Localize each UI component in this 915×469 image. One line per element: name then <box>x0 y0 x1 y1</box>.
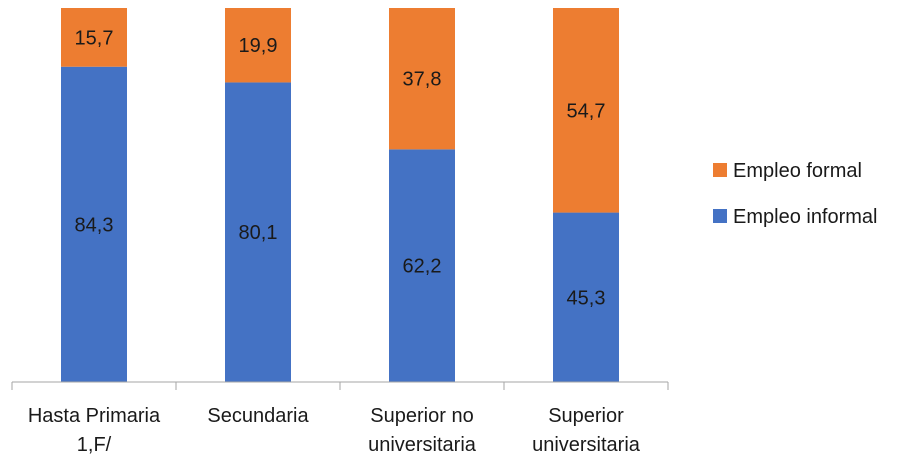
bar-empleo-informal-2 <box>225 82 291 383</box>
data-label-empleo-formal-2: 19,9 <box>239 35 278 57</box>
x-tick-label-2: Secundaria <box>207 405 309 427</box>
bar-empleo-informal-4 <box>553 212 619 382</box>
data-label-empleo-formal-4: 54,7 <box>567 100 606 122</box>
data-label-empleo-informal-3: 62,2 <box>403 256 442 278</box>
x-tick-label-3-line-1: Superior no <box>370 405 473 427</box>
data-label-empleo-formal-3: 37,8 <box>403 69 442 91</box>
data-labels-layer: 84,3 15,7 80,1 19,9 62,2 37,8 45,3 54,7 <box>75 27 606 309</box>
legend-swatch-empleo-informal <box>713 209 727 223</box>
bar-empleo-formal-4 <box>553 8 619 213</box>
bar-empleo-formal-3 <box>389 8 455 150</box>
legend: Empleo formal Empleo informal <box>713 160 878 228</box>
data-label-empleo-informal-4: 45,3 <box>567 287 606 309</box>
data-label-empleo-informal-2: 80,1 <box>239 222 278 244</box>
bar-empleo-formal-1 <box>61 8 127 67</box>
data-label-empleo-informal-1: 84,3 <box>75 214 114 236</box>
x-tick-label-1-line-1: Hasta Primaria <box>28 405 161 427</box>
bar-empleo-formal-2 <box>225 8 291 83</box>
bar-empleo-informal-1 <box>61 66 127 382</box>
legend-swatch-empleo-formal <box>713 163 727 177</box>
bars-layer <box>61 8 619 383</box>
data-label-empleo-formal-1: 15,7 <box>75 27 114 49</box>
x-tick-label-4-line-2: universitaria <box>532 434 641 456</box>
legend-label-empleo-informal: Empleo informal <box>733 206 878 228</box>
bar-empleo-informal-3 <box>389 149 455 382</box>
x-tick-label-3-line-2: universitaria <box>368 434 477 456</box>
x-tick-label-1-line-2: 1,F/ <box>77 434 112 456</box>
legend-label-empleo-formal: Empleo formal <box>733 160 862 182</box>
x-tick-label-4-line-1: Superior <box>548 405 624 427</box>
x-axis: Hasta Primaria 1,F/Secundaria Superior no u… <box>11 381 669 456</box>
